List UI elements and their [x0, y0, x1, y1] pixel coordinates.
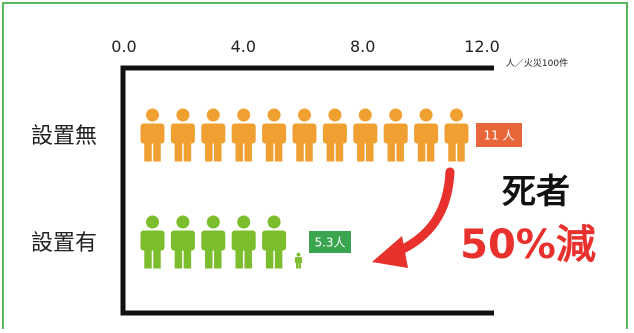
person-icon — [414, 108, 439, 162]
person-icon — [201, 215, 226, 269]
arrow-head — [372, 236, 408, 268]
person-icon — [444, 108, 469, 162]
value-label: 11 人 — [483, 129, 514, 143]
category-label: 設置有 — [31, 231, 97, 256]
person-icon — [383, 108, 408, 162]
person-icon — [170, 215, 195, 269]
person-icon — [140, 108, 165, 162]
person-icon — [292, 108, 317, 162]
pictograph-series — [140, 215, 303, 269]
x-tick-label: 8.0 — [350, 37, 375, 56]
annotation-line2: 50%減 — [460, 222, 596, 268]
person-icon — [262, 108, 287, 162]
axis-bracket — [120, 65, 494, 316]
person-icon — [353, 108, 378, 162]
category-label: 設置無 — [31, 124, 97, 149]
person-icon — [231, 108, 256, 162]
annotation: 死者 50%減 — [372, 167, 596, 268]
value-badge — [309, 231, 351, 253]
person-icon — [170, 108, 195, 162]
x-tick-label: 0.0 — [111, 37, 136, 56]
chart-axes — [120, 65, 494, 316]
unit-label: 人／火災100件 — [506, 57, 568, 69]
x-tick-label: 4.0 — [231, 37, 256, 56]
pictograph-series — [140, 108, 469, 162]
x-tick-label: 12.0 — [464, 37, 500, 56]
value-label: 5.3人 — [314, 236, 345, 250]
x-tick-labels: 0.0 4.0 8.0 12.0 — [111, 37, 500, 56]
person-icon-partial — [294, 252, 303, 269]
person-icon — [262, 215, 287, 269]
value-badge — [476, 123, 522, 147]
figure-frame — [2, 2, 628, 329]
person-icon — [231, 215, 256, 269]
person-icon — [140, 215, 165, 269]
person-icon — [201, 108, 226, 162]
person-icon — [322, 108, 347, 162]
annotation-line1: 死者 — [502, 172, 570, 212]
